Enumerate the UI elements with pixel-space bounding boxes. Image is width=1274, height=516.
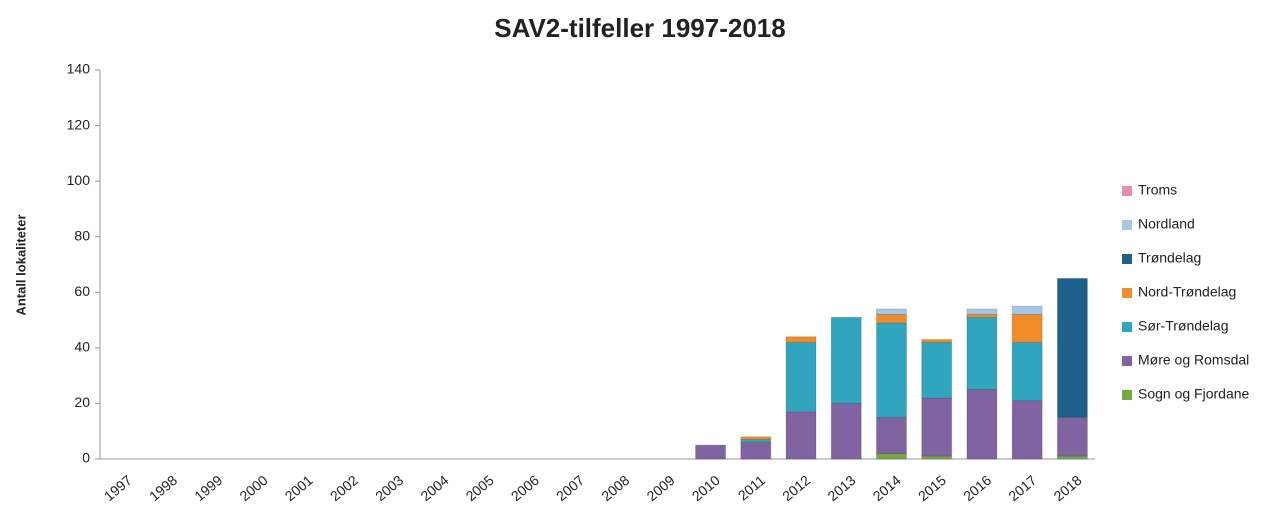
bar-segment bbox=[875, 416, 907, 454]
x-tick-label: 2018 bbox=[1051, 472, 1085, 504]
bar-segment bbox=[1011, 341, 1043, 402]
x-tick-label: 2002 bbox=[327, 472, 361, 504]
bar-segment bbox=[1056, 416, 1088, 457]
bar-segment bbox=[830, 316, 862, 404]
bar-segment bbox=[1011, 305, 1043, 316]
legend-label: Trøndelag bbox=[1138, 250, 1201, 266]
y-tick-label: 140 bbox=[67, 61, 91, 77]
bar-segment bbox=[966, 316, 998, 391]
x-tick-label: 2017 bbox=[1005, 472, 1039, 504]
x-tick-label: 1998 bbox=[146, 472, 180, 504]
bar-segment bbox=[966, 308, 998, 316]
bar-segment bbox=[921, 339, 953, 343]
legend-label: Troms bbox=[1138, 182, 1177, 198]
x-tick-label: 2009 bbox=[643, 472, 677, 504]
x-tick-label: 2005 bbox=[463, 472, 497, 504]
x-tick-label: 2014 bbox=[870, 472, 904, 504]
bar-segment bbox=[921, 341, 953, 399]
x-tick-label: 2001 bbox=[282, 472, 316, 504]
bar-segment bbox=[1011, 400, 1043, 460]
x-tick-label: 2004 bbox=[417, 472, 451, 504]
bar-segment bbox=[695, 444, 727, 460]
bar-segment bbox=[966, 389, 998, 460]
x-tick-label: 2006 bbox=[508, 472, 542, 504]
legend-label: Nord-Trøndelag bbox=[1138, 284, 1236, 300]
x-tick-label: 2016 bbox=[960, 472, 994, 504]
x-tick-label: 2011 bbox=[735, 472, 769, 504]
x-tick-label: 2008 bbox=[598, 472, 632, 504]
bar-segment bbox=[921, 397, 953, 457]
legend-swatch bbox=[1122, 186, 1132, 196]
chart-title: SAV2-tilfeller 1997-2018 bbox=[494, 13, 785, 43]
bar-segment bbox=[1011, 314, 1043, 343]
x-tick-label: 2003 bbox=[372, 472, 406, 504]
bar-segment bbox=[785, 341, 817, 413]
y-tick-label: 120 bbox=[67, 116, 91, 132]
bar-segment bbox=[1056, 277, 1088, 418]
y-tick-label: 100 bbox=[67, 172, 91, 188]
y-axis-label: Antall lokaliteter bbox=[13, 214, 28, 315]
x-tick-label: 2013 bbox=[824, 472, 858, 504]
x-tick-label: 1997 bbox=[101, 472, 135, 504]
legend-swatch bbox=[1122, 390, 1132, 400]
bar-segment bbox=[830, 402, 862, 460]
bar-segment bbox=[740, 441, 772, 460]
legend-label: Sør-Trøndelag bbox=[1138, 318, 1229, 334]
legend-swatch bbox=[1122, 322, 1132, 332]
bar-segment bbox=[785, 336, 817, 343]
x-tick-label: 2010 bbox=[689, 472, 723, 504]
legend-label: Sogn og Fjordane bbox=[1138, 386, 1250, 402]
bar-segment bbox=[875, 452, 907, 460]
x-tick-label: 1999 bbox=[191, 472, 225, 504]
legend-swatch bbox=[1122, 288, 1132, 298]
x-tick-label: 2007 bbox=[553, 472, 587, 504]
legend-label: Nordland bbox=[1138, 216, 1195, 232]
x-tick-label: 2000 bbox=[236, 472, 270, 504]
bar-segment bbox=[875, 322, 907, 418]
y-tick-label: 80 bbox=[74, 227, 90, 243]
bar-segment bbox=[875, 314, 907, 324]
y-tick-label: 0 bbox=[82, 450, 90, 466]
y-tick-label: 40 bbox=[74, 339, 90, 355]
y-tick-label: 20 bbox=[74, 394, 90, 410]
legend-label: Møre og Romsdal bbox=[1138, 352, 1249, 368]
legend-swatch bbox=[1122, 220, 1132, 230]
bar-segment bbox=[785, 411, 817, 460]
bar-segment bbox=[740, 436, 772, 441]
y-tick-label: 60 bbox=[74, 283, 90, 299]
x-tick-label: 2015 bbox=[915, 472, 949, 504]
legend-swatch bbox=[1122, 254, 1132, 264]
x-tick-label: 2012 bbox=[779, 472, 813, 504]
legend-swatch bbox=[1122, 356, 1132, 366]
bar-segment bbox=[875, 308, 907, 316]
